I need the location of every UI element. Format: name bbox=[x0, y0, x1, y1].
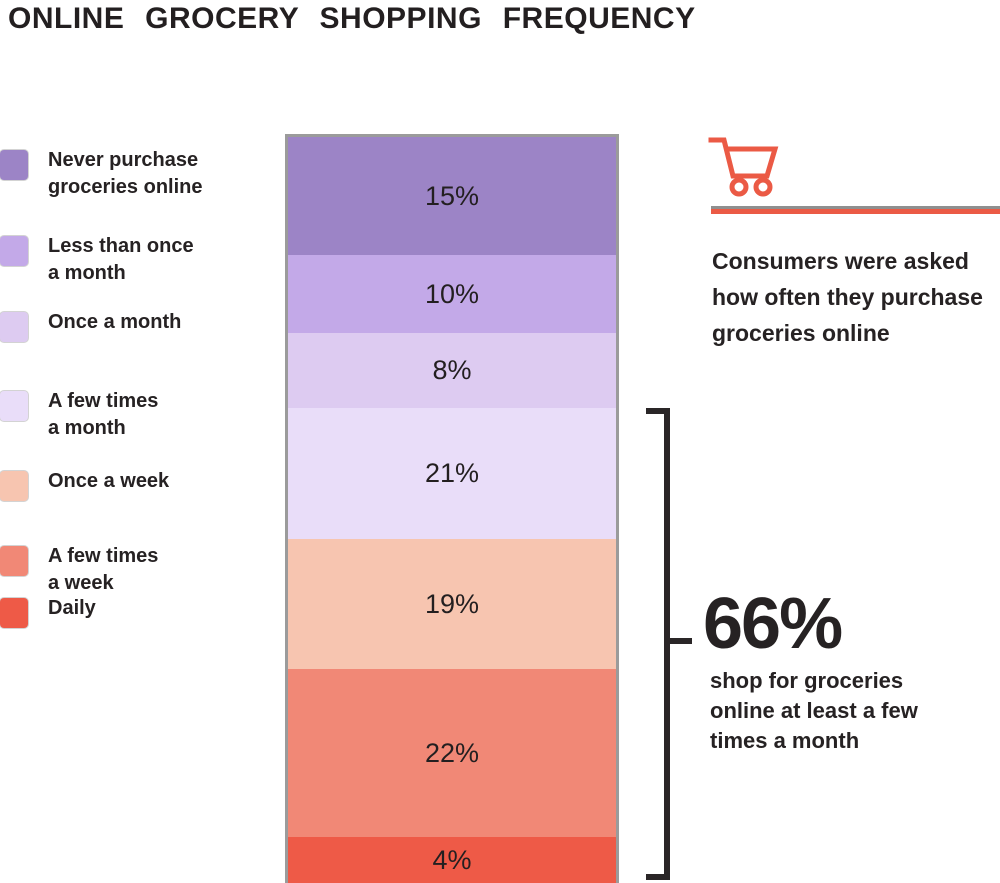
legend-swatch bbox=[0, 236, 28, 266]
bar-segment-label: 8% bbox=[432, 355, 472, 385]
bar-segment: 8% bbox=[288, 333, 616, 408]
bar-segment-label: 15% bbox=[424, 180, 480, 211]
bar-segment: 4% bbox=[288, 837, 616, 883]
bar-segment: 21% bbox=[288, 408, 616, 539]
aside-blurb-line: Consumers were asked bbox=[712, 248, 969, 274]
bar-segment: 10% bbox=[288, 255, 616, 333]
legend-item: Once a month bbox=[0, 311, 182, 342]
accent-divider-line bbox=[711, 209, 1000, 214]
bar-segment: 19% bbox=[288, 539, 616, 669]
callout-label: shop for groceries online at least a few… bbox=[710, 666, 918, 756]
chart-title: ONLINE GROCERY SHOPPING FREQUENCY bbox=[8, 2, 696, 35]
legend-item: Less than once a month bbox=[0, 235, 194, 287]
aside-blurb-line: how often they purchase bbox=[712, 284, 983, 310]
bar-segment-label: 10% bbox=[424, 278, 480, 309]
legend-swatch bbox=[0, 391, 28, 421]
bracket-bottom-cap bbox=[646, 874, 670, 880]
bar-segment: 22% bbox=[288, 669, 616, 837]
legend-label: Daily bbox=[48, 597, 96, 619]
callout-label-line: shop for groceries bbox=[710, 668, 904, 693]
bracket-top-cap bbox=[646, 408, 670, 414]
legend-label: Once a month bbox=[48, 311, 182, 333]
bar-segment: 15% bbox=[288, 137, 616, 255]
legend-swatch bbox=[0, 312, 28, 342]
bar-segment-label: 19% bbox=[424, 588, 480, 619]
legend-label: A few times a month bbox=[48, 390, 159, 439]
legend-item: A few times a week bbox=[0, 545, 159, 597]
bar-segment-label: 21% bbox=[424, 458, 480, 488]
legend-label: Less than once a month bbox=[48, 235, 194, 284]
callout-value: 66% bbox=[703, 584, 843, 664]
aside-blurb-line: groceries online bbox=[712, 320, 890, 346]
aside-blurb: Consumers were asked how often they purc… bbox=[712, 243, 983, 351]
callout-label-line: times a month bbox=[710, 728, 860, 753]
legend-label: Once a week bbox=[48, 470, 170, 492]
bracket-line bbox=[664, 408, 670, 880]
legend-swatch bbox=[0, 546, 28, 576]
legend-item: A few times a month bbox=[0, 390, 159, 442]
bracket-mid-tick bbox=[670, 638, 692, 644]
shopping-cart-icon bbox=[708, 132, 784, 198]
legend-swatch bbox=[0, 471, 28, 501]
legend-swatch bbox=[0, 598, 28, 628]
legend-label: A few times a week bbox=[48, 545, 159, 594]
legend-label: Never purchase groceries online bbox=[48, 149, 203, 198]
bar-segment-label: 22% bbox=[424, 737, 480, 768]
legend-swatch bbox=[0, 150, 28, 180]
legend-item: Never purchase groceries online bbox=[0, 149, 203, 201]
callout-label-line: online at least a few bbox=[710, 698, 918, 723]
stacked-bar: 15% 10% 8% 21% 19% 22% 4% bbox=[288, 137, 616, 883]
legend-item: Daily bbox=[0, 597, 96, 628]
bar-segment-label: 4% bbox=[432, 844, 472, 875]
legend-item: Once a week bbox=[0, 470, 170, 501]
